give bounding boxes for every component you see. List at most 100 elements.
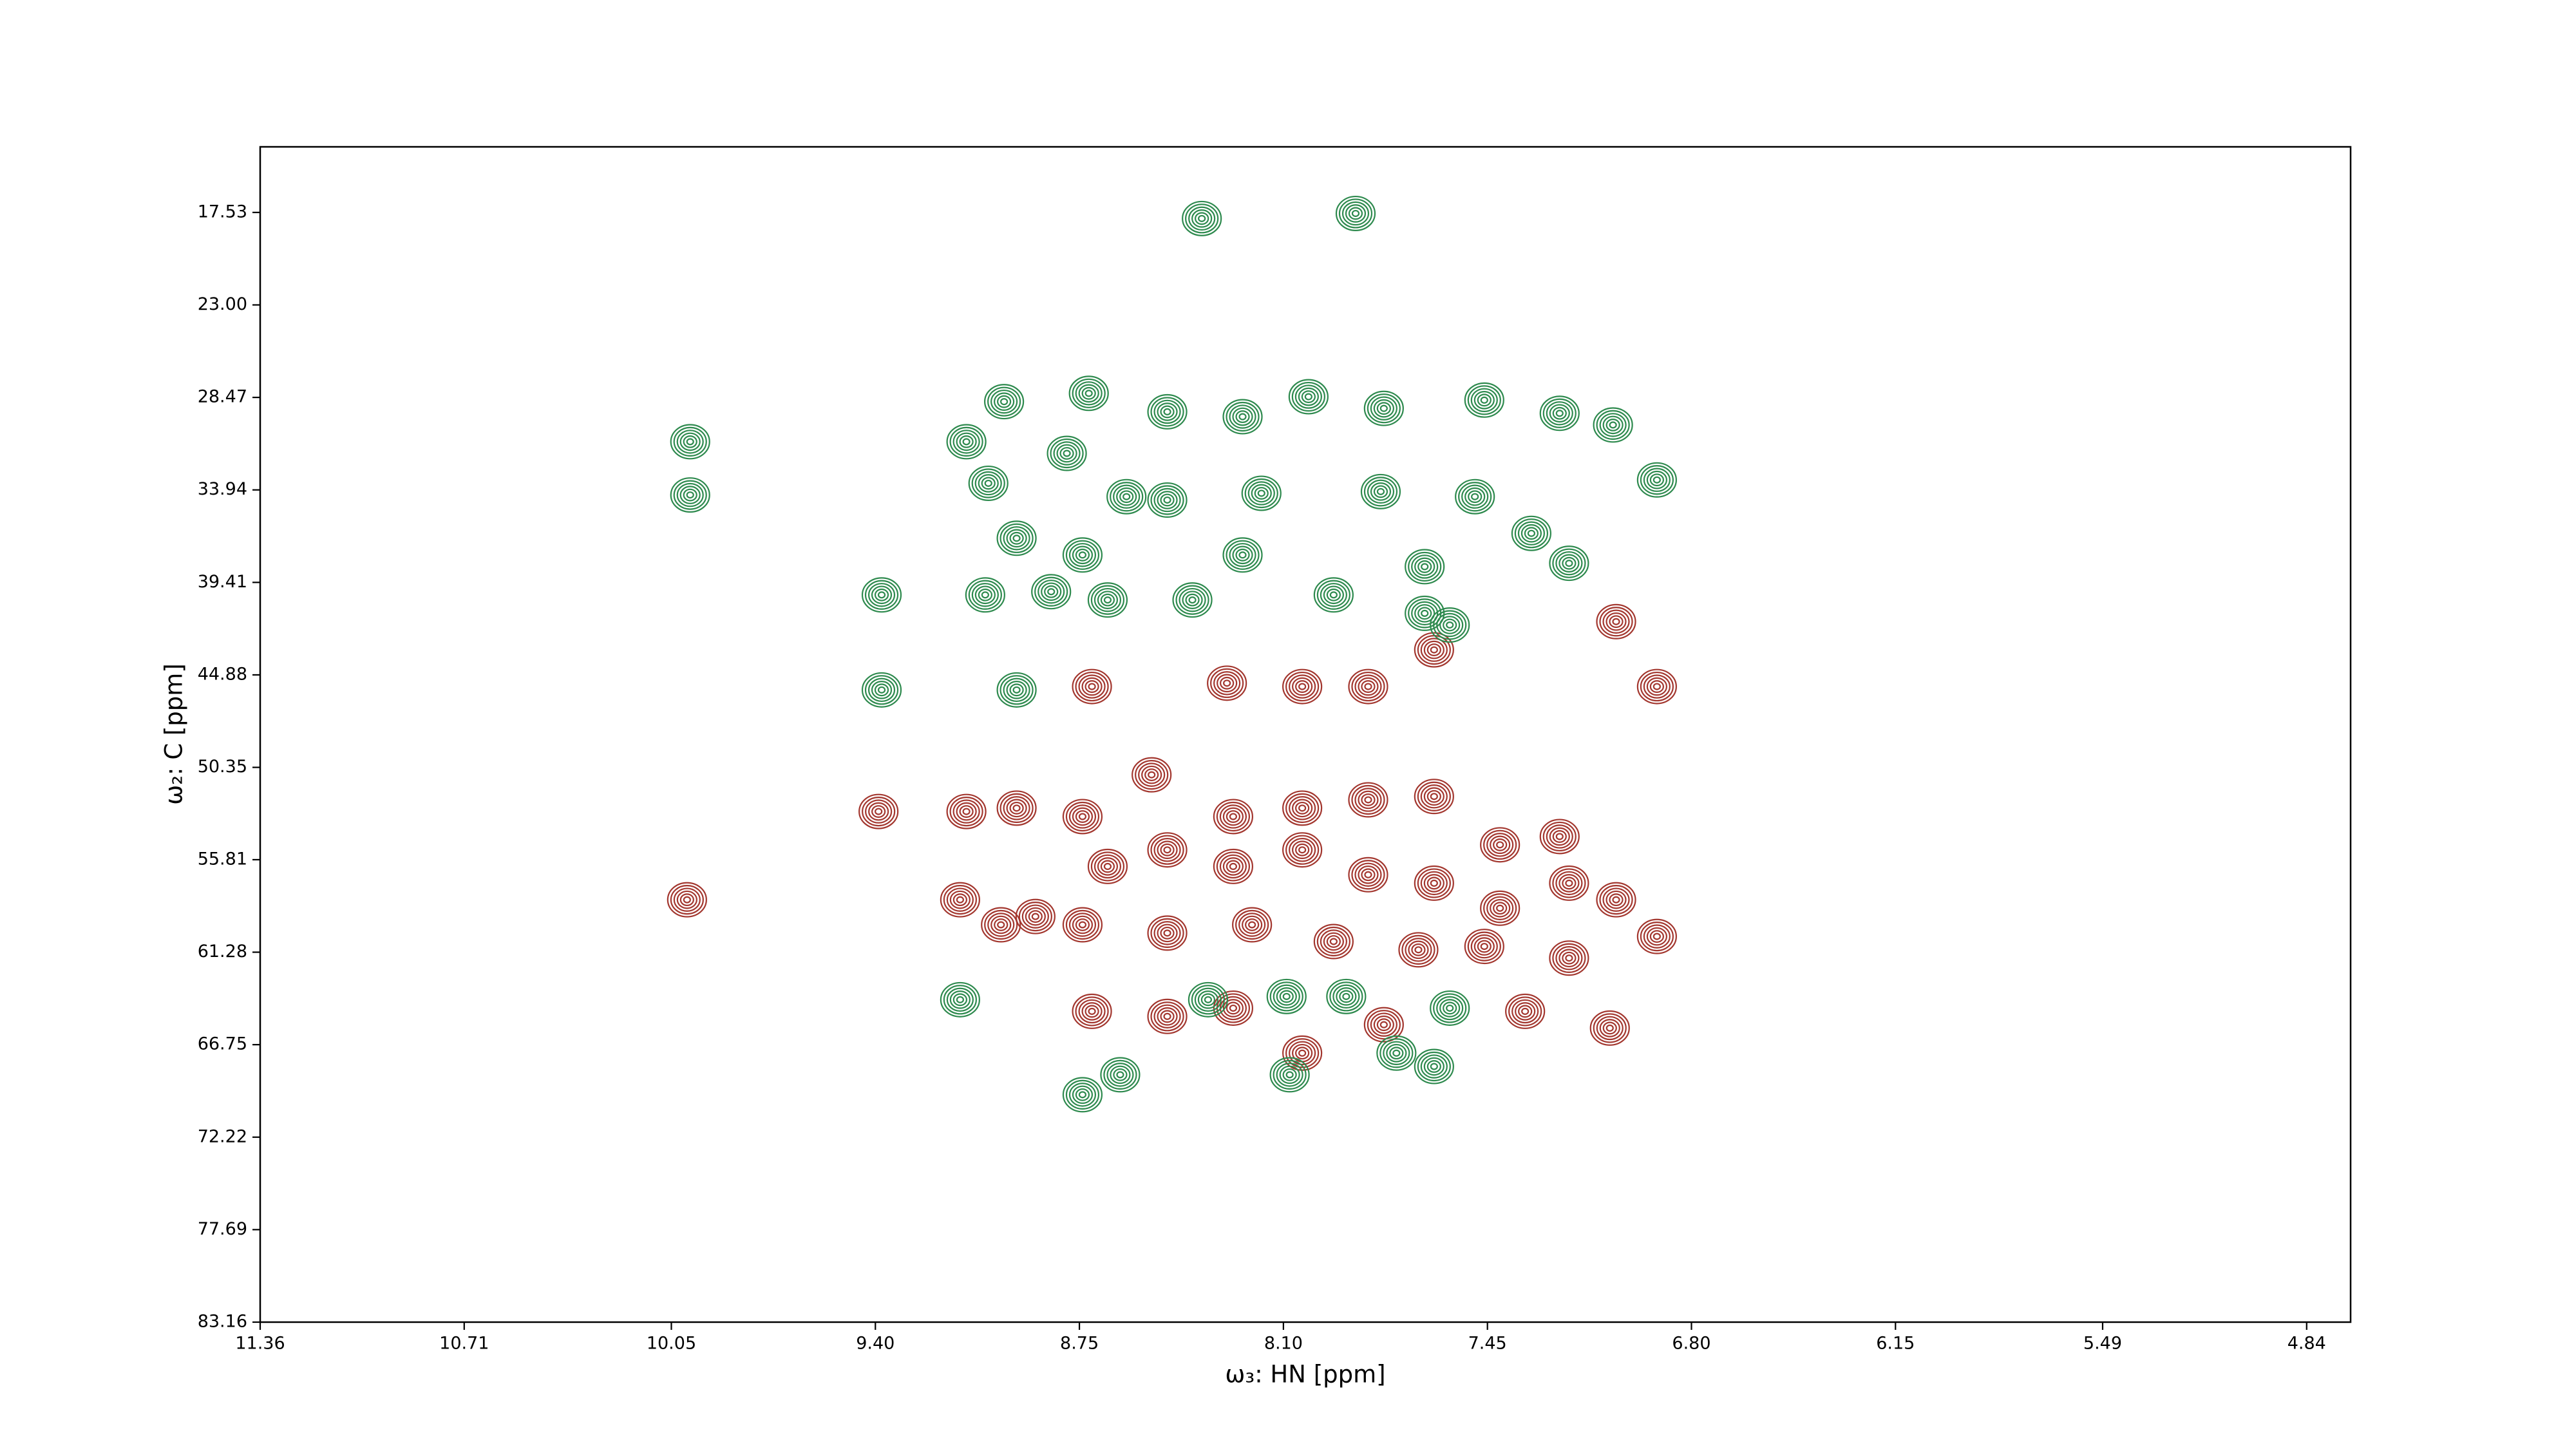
contour-level bbox=[1421, 609, 1429, 617]
contour-level bbox=[1401, 934, 1435, 965]
contour-level bbox=[679, 893, 694, 907]
contour-level bbox=[1288, 379, 1329, 415]
contour-level bbox=[1443, 618, 1457, 632]
contour-level bbox=[1376, 1018, 1391, 1032]
contour-level bbox=[1295, 1046, 1310, 1060]
contour-level bbox=[1163, 846, 1171, 854]
contour-level bbox=[1031, 574, 1072, 610]
contour-level bbox=[1379, 1038, 1414, 1068]
contour-level bbox=[952, 430, 980, 454]
contour-level bbox=[1065, 801, 1100, 832]
contour-level bbox=[997, 395, 1012, 408]
contour-level bbox=[1446, 1004, 1454, 1012]
contour-level bbox=[1367, 1010, 1401, 1040]
contour-level bbox=[1003, 526, 1030, 551]
contour-level bbox=[1241, 475, 1282, 511]
contour-level bbox=[1222, 857, 1244, 876]
contour-level bbox=[1480, 890, 1520, 926]
contour-level bbox=[1414, 1048, 1454, 1084]
contour-level bbox=[994, 918, 1009, 931]
contour-level bbox=[1609, 893, 1624, 907]
contour-level bbox=[943, 885, 977, 915]
contour-level bbox=[1078, 1091, 1087, 1099]
contour-level bbox=[1216, 851, 1251, 882]
contour-level bbox=[1555, 946, 1583, 971]
contour-level bbox=[1483, 829, 1517, 860]
contour-level bbox=[1047, 588, 1056, 596]
contour-level bbox=[1100, 593, 1115, 607]
contour-level bbox=[949, 796, 983, 827]
contour-level bbox=[1562, 876, 1577, 890]
contour-level bbox=[1000, 398, 1009, 406]
contour-level bbox=[1417, 868, 1451, 898]
contour-level bbox=[1546, 401, 1573, 426]
contour-level bbox=[1643, 674, 1671, 699]
contour-level bbox=[1103, 862, 1112, 870]
contour-level bbox=[1360, 473, 1401, 509]
contour-level bbox=[1549, 940, 1589, 976]
contour-level bbox=[971, 583, 999, 607]
contour-level bbox=[1351, 784, 1385, 815]
contour-level bbox=[1636, 668, 1677, 705]
contour-level bbox=[1379, 1021, 1388, 1028]
contour-level bbox=[1609, 421, 1617, 429]
contour-level bbox=[1044, 585, 1059, 598]
contour-level bbox=[1116, 487, 1137, 506]
contour-level bbox=[1207, 665, 1247, 701]
contour-level bbox=[1242, 915, 1263, 934]
contour-level bbox=[1068, 543, 1097, 567]
contour-level bbox=[1423, 1057, 1444, 1076]
contour-level bbox=[1232, 907, 1273, 943]
contour-level bbox=[1147, 393, 1188, 430]
contour-level bbox=[1229, 543, 1256, 567]
contour-level bbox=[1363, 1007, 1404, 1043]
contour-level bbox=[974, 471, 1002, 496]
contour-level bbox=[1251, 484, 1272, 503]
contour-level bbox=[1558, 874, 1580, 893]
contour-level bbox=[1191, 209, 1213, 228]
contour-level bbox=[1050, 438, 1084, 469]
contour-level bbox=[956, 996, 964, 1003]
contour-level bbox=[1313, 577, 1354, 613]
contour-level bbox=[1376, 1035, 1417, 1071]
contour-level bbox=[1226, 540, 1260, 570]
contour-level bbox=[1163, 408, 1171, 415]
contour-level bbox=[683, 435, 697, 448]
contour-level bbox=[1426, 790, 1441, 803]
contour-level bbox=[1335, 195, 1376, 231]
x-tick-label: 5.49 bbox=[2083, 1334, 2122, 1354]
contour-level bbox=[1147, 482, 1188, 518]
contour-level bbox=[1075, 671, 1109, 702]
contour-level bbox=[1546, 824, 1573, 849]
contour-level bbox=[1081, 386, 1096, 400]
contour-level bbox=[1072, 545, 1094, 565]
contour-level bbox=[1266, 978, 1307, 1014]
contour-level bbox=[1084, 1005, 1099, 1018]
contour-level bbox=[1116, 1071, 1124, 1079]
contour-level bbox=[1464, 929, 1504, 965]
contour-level bbox=[1552, 943, 1586, 973]
contour-level bbox=[1285, 793, 1320, 823]
contour-level bbox=[1226, 401, 1260, 432]
contour-level bbox=[1602, 1021, 1617, 1035]
contour-level bbox=[1103, 1059, 1137, 1090]
contour-level bbox=[1068, 804, 1097, 829]
contour-level bbox=[1458, 482, 1492, 512]
contour-level bbox=[1276, 987, 1297, 1006]
contour-level bbox=[1160, 1010, 1175, 1023]
contour-level bbox=[1147, 998, 1188, 1034]
contour-level bbox=[956, 432, 977, 451]
contour-level bbox=[1329, 938, 1338, 945]
contour-level bbox=[1238, 551, 1247, 559]
contour-level bbox=[1160, 405, 1175, 419]
contour-level bbox=[1351, 671, 1385, 702]
contour-level bbox=[1361, 868, 1376, 882]
contour-level bbox=[946, 987, 974, 1012]
contour-level bbox=[1153, 488, 1181, 513]
contour-level bbox=[1364, 683, 1372, 690]
contour-level bbox=[1646, 677, 1667, 696]
contour-level bbox=[1269, 1057, 1310, 1093]
contour-level bbox=[1649, 473, 1664, 487]
contour-level bbox=[1078, 999, 1106, 1024]
contour-level bbox=[1072, 993, 1112, 1029]
